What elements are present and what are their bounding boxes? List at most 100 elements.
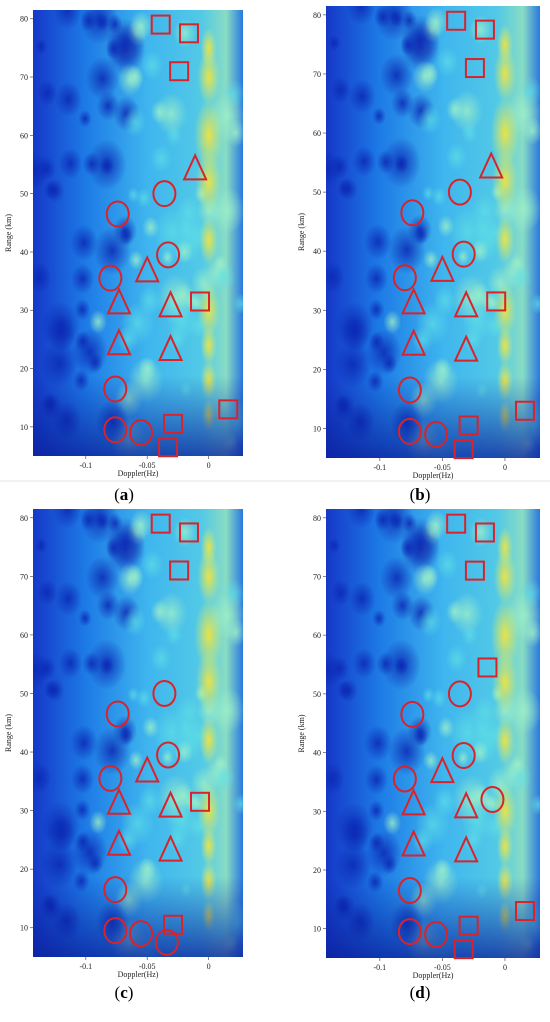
marker-triangle <box>401 328 427 356</box>
y-tick-label: 80 <box>313 11 321 20</box>
marker-square <box>477 657 498 678</box>
marker-triangle <box>453 289 479 318</box>
marker-circle <box>154 928 179 956</box>
marker-circle <box>397 918 422 946</box>
marker-square <box>486 291 507 312</box>
x-axis-label: Doppler(Hz) <box>118 469 159 478</box>
y-tick-label: 60 <box>20 131 28 140</box>
marker-triangle <box>478 151 504 179</box>
y-tick-label: 80 <box>20 15 28 24</box>
x-tick-label: -0.05 <box>434 963 451 972</box>
panel-a: 10 20 30 40 50 60 70 80 -0.1 -0.05 0 Doppler(Hz) Ran… <box>4 10 243 504</box>
marker-triangle <box>106 787 132 815</box>
y-tick-label: 70 <box>20 572 28 581</box>
marker-circle <box>451 240 476 268</box>
marker-square <box>474 522 495 543</box>
y-tick-label: 10 <box>20 924 28 933</box>
panel-b: 10 20 30 40 50 60 70 80 -0.1 -0.05 0 Doppler(Hz) Ran… <box>297 6 540 504</box>
y-tick-label: 50 <box>313 188 321 197</box>
marker-square <box>514 901 535 922</box>
marker-triangle <box>429 254 455 282</box>
marker-circle <box>451 742 476 770</box>
y-tick-label: 40 <box>313 749 321 758</box>
marker-triangle <box>429 755 455 784</box>
marker-circle <box>103 917 128 945</box>
y-tick-label: 20 <box>313 365 321 374</box>
marker-circle <box>392 264 417 292</box>
marker-circle <box>105 200 130 228</box>
marker-circle <box>480 786 505 814</box>
y-tick-label: 20 <box>20 865 28 874</box>
x-tick-label: 0 <box>207 461 211 470</box>
marker-triangle <box>106 287 132 315</box>
marker-triangle <box>134 755 160 783</box>
y-axis-label: Range (km) <box>4 214 13 252</box>
x-tick-label: -0.05 <box>139 461 156 470</box>
y-tick-label: 20 <box>313 866 321 875</box>
marker-triangle <box>182 152 208 181</box>
marker-circle <box>400 199 425 227</box>
x-tick-label: -0.05 <box>139 962 156 971</box>
marker-triangle <box>157 834 184 862</box>
marker-square <box>453 439 474 460</box>
marker-circle <box>400 700 425 728</box>
y-tick-label: 30 <box>313 306 321 315</box>
heatmap-image <box>33 509 243 957</box>
x-tick-label: -0.1 <box>373 963 386 972</box>
panel-caption: (d) <box>410 983 431 1002</box>
y-tick-label: 70 <box>20 73 28 82</box>
marker-triangle <box>157 790 184 818</box>
marker-triangle <box>157 333 184 362</box>
marker-square <box>446 513 467 534</box>
heatmap-image <box>326 6 540 458</box>
y-tick-label: 40 <box>20 248 28 257</box>
marker-triangle <box>453 790 479 819</box>
x-tick-label: -0.1 <box>79 461 92 470</box>
x-axis-label: Doppler(Hz) <box>118 970 159 979</box>
marker-circle <box>129 419 154 447</box>
y-tick-label: 80 <box>313 514 321 523</box>
marker-circle <box>397 417 422 445</box>
marker-circle <box>103 876 128 904</box>
marker-triangle <box>401 829 427 857</box>
marker-circle <box>447 680 472 708</box>
marker-square <box>178 23 199 44</box>
y-tick-label: 20 <box>20 365 28 374</box>
marker-circle <box>98 264 123 292</box>
y-tick-label: 40 <box>20 748 28 757</box>
heatmap-image <box>326 509 540 958</box>
marker-circle <box>103 375 128 403</box>
marker-square <box>150 14 171 35</box>
x-axis-label: Doppler(Hz) <box>413 971 454 980</box>
marker-square <box>163 914 183 935</box>
marker-square <box>458 915 479 936</box>
marker-square <box>218 399 239 420</box>
marker-circle <box>392 765 417 793</box>
x-tick-label: -0.05 <box>434 463 451 472</box>
y-tick-label: 50 <box>313 690 321 699</box>
marker-square <box>458 415 479 436</box>
marker-circle <box>103 416 128 444</box>
y-tick-label: 60 <box>20 631 28 640</box>
marker-square <box>163 413 183 434</box>
y-tick-label: 40 <box>313 247 321 256</box>
y-tick-label: 10 <box>313 424 321 433</box>
panel-c: 10 20 30 40 50 60 70 80 -0.1 -0.05 0 Doppler(Hz) Ran… <box>4 509 243 1002</box>
x-tick-label: -0.1 <box>373 463 386 472</box>
panel-caption: (c) <box>115 983 134 1002</box>
marker-circle <box>424 921 449 949</box>
marker-square <box>474 19 495 40</box>
y-axis-label: Range (km) <box>297 213 306 251</box>
marker-square <box>190 791 211 812</box>
marker-square <box>178 522 199 543</box>
marker-triangle <box>106 327 132 356</box>
x-tick-label: 0 <box>207 962 211 971</box>
y-axis-label: Range (km) <box>4 714 13 752</box>
marker-circle <box>397 376 422 404</box>
marker-triangle <box>134 254 160 283</box>
y-tick-label: 60 <box>313 129 321 138</box>
marker-square <box>464 560 485 581</box>
x-tick-label: -0.1 <box>79 962 92 971</box>
y-tick-label: 10 <box>313 925 321 934</box>
